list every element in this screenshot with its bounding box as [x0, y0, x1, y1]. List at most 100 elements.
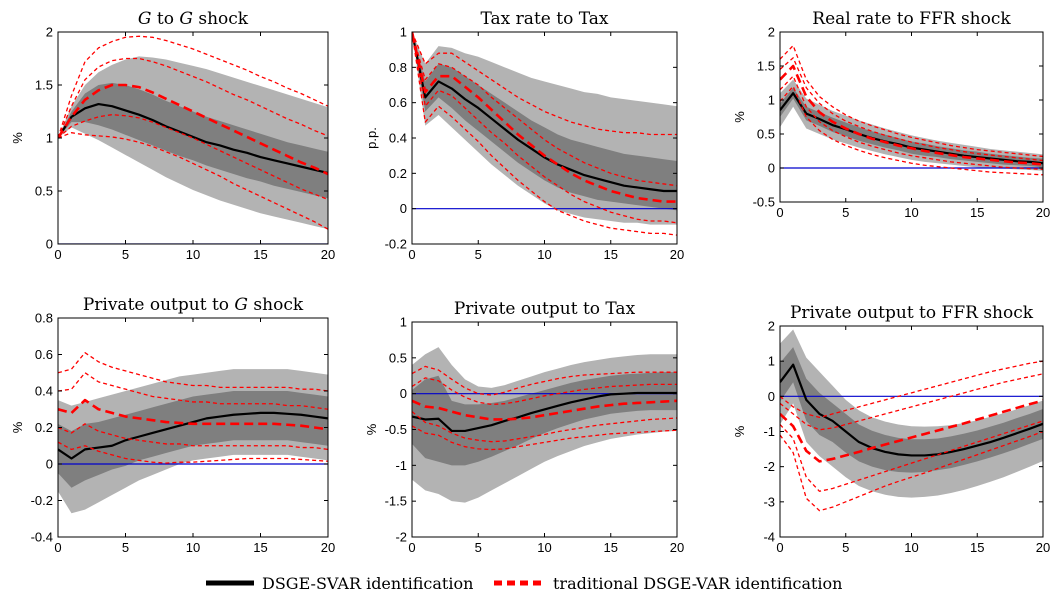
- plot-area: [412, 32, 677, 236]
- y-axis-label: p.p.: [364, 127, 379, 149]
- y-tick-label: -4: [763, 530, 775, 545]
- y-tick-label: -1: [395, 458, 407, 473]
- y-tick-label: 0: [46, 457, 53, 472]
- y-tick-label: 1.5: [757, 59, 775, 74]
- y-tick-label: 0.8: [389, 60, 407, 75]
- var-band-line: [412, 377, 677, 406]
- var-band-line: [780, 360, 1043, 419]
- y-tick-label: 0: [768, 161, 775, 176]
- svar-inner-band: [412, 32, 677, 211]
- y-axis-label: %: [732, 425, 747, 437]
- x-tick-label: 15: [253, 540, 267, 555]
- y-tick-label: 0: [400, 386, 407, 401]
- plot-area: [58, 352, 328, 514]
- y-tick-label: 2: [768, 25, 775, 40]
- title-segment: Private output to FFR shock: [790, 303, 1034, 323]
- plot-area: [412, 347, 677, 503]
- x-tick-label: 10: [186, 247, 200, 262]
- var-band-line: [780, 75, 1043, 171]
- chart-title: Private output to Tax: [454, 299, 636, 319]
- var-band-line: [412, 32, 677, 236]
- svar-inner-band: [780, 87, 1043, 168]
- var-median-line: [780, 399, 1043, 463]
- title-segment: shock: [248, 295, 304, 315]
- x-tick-label: 0: [54, 540, 61, 555]
- x-tick-label: 15: [253, 247, 267, 262]
- y-tick-label: 0: [400, 201, 407, 216]
- x-tick-label: 0: [408, 540, 415, 555]
- x-tick-label: 10: [537, 247, 551, 262]
- title-segment: Real rate to FFR shock: [812, 9, 1011, 29]
- x-tick-label: 0: [776, 540, 783, 555]
- x-tick-label: 5: [122, 247, 129, 262]
- x-tick-label: 20: [1036, 540, 1050, 555]
- var-band-line: [412, 32, 677, 224]
- svar-median-line: [412, 391, 677, 433]
- title-segment: G: [234, 295, 248, 315]
- panel-5: 0 5 10 15 20 -2 -1.5 -1 -0.5 0 0.5 1% Private output…: [364, 299, 684, 555]
- x-tick-label: 15: [604, 247, 618, 262]
- var-band-line: [58, 35, 328, 139]
- y-tick-label: 0.5: [757, 127, 775, 142]
- x-tick-label: 15: [970, 540, 984, 555]
- y-tick-label: 0.5: [389, 350, 407, 365]
- y-axis-label: %: [10, 421, 25, 433]
- title-segment: Private output to: [83, 295, 235, 315]
- y-tick-label: -3: [763, 494, 775, 509]
- y-tick-label: 1: [46, 131, 53, 146]
- var-median-line: [780, 64, 1043, 166]
- y-tick-label: 1: [400, 25, 407, 40]
- y-tick-label: -1.5: [385, 494, 407, 509]
- y-tick-label: 2: [768, 319, 775, 334]
- var-median-line: [58, 398, 328, 431]
- x-tick-label: 5: [842, 205, 849, 220]
- y-tick-label: 1: [768, 354, 775, 369]
- y-tick-label: -2: [763, 459, 775, 474]
- y-tick-label: 1.5: [35, 78, 53, 93]
- plot-area: [780, 329, 1043, 512]
- svar-median-line: [58, 102, 328, 175]
- var-band-line: [58, 114, 328, 201]
- var-band-line: [58, 423, 328, 451]
- y-tick-label: 2: [46, 25, 53, 40]
- var-median-line: [412, 399, 677, 421]
- x-tick-label: 5: [842, 540, 849, 555]
- chart-title: Private output to FFR shock: [790, 303, 1034, 323]
- y-tick-label: 0.6: [389, 95, 407, 110]
- chart-title: G to G shock: [138, 9, 249, 29]
- var-band-line: [58, 57, 328, 139]
- x-tick-label: 15: [604, 540, 618, 555]
- x-tick-label: 10: [186, 540, 200, 555]
- y-tick-label: 0.6: [35, 347, 53, 362]
- x-tick-label: 5: [122, 540, 129, 555]
- var-band-line: [412, 365, 677, 396]
- y-tick-label: 0.4: [389, 131, 407, 146]
- var-band-line: [780, 420, 1043, 492]
- y-axis-label: %: [732, 111, 747, 123]
- y-tick-label: 1: [768, 93, 775, 108]
- svar-median-line: [412, 32, 677, 193]
- chart-title: Tax rate to Tax: [481, 9, 609, 29]
- legend-var-label: traditional DSGE-VAR identification: [553, 574, 842, 593]
- var-band-line: [58, 132, 328, 230]
- title-segment: G: [179, 9, 193, 29]
- svar-outer-band: [780, 79, 1043, 171]
- y-tick-label: -0.5: [753, 195, 775, 210]
- var-band-line: [780, 57, 1043, 162]
- title-segment: Tax rate to Tax: [481, 9, 609, 29]
- y-tick-label: 0.2: [389, 166, 407, 181]
- x-tick-label: 10: [904, 540, 918, 555]
- title-segment: G: [138, 9, 152, 29]
- legend: DSGE-SVAR identification traditional DSGE…: [206, 574, 842, 593]
- y-tick-label: 0.2: [35, 420, 53, 435]
- x-tick-label: 20: [670, 247, 684, 262]
- y-tick-label: 0.8: [35, 311, 53, 326]
- var-band-line: [780, 430, 1043, 512]
- x-tick-label: 0: [408, 247, 415, 262]
- var-band-line: [780, 373, 1043, 431]
- y-tick-label: 0: [768, 389, 775, 404]
- x-tick-label: 10: [904, 205, 918, 220]
- chart-title: Private output to G shock: [83, 295, 304, 315]
- x-tick-label: 15: [970, 205, 984, 220]
- var-band-line: [58, 352, 328, 392]
